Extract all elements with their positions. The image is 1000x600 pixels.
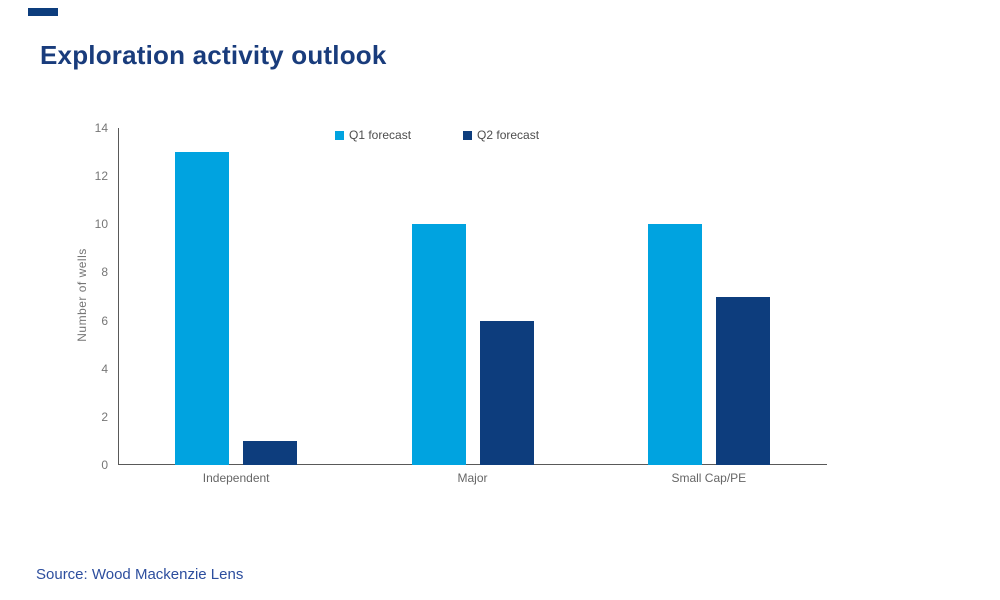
y-tick-label: 14 bbox=[94, 121, 108, 135]
legend-label: Q1 forecast bbox=[349, 128, 412, 142]
x-category-label: Small Cap/PE bbox=[671, 471, 747, 485]
bar-q2-small-cap-pe bbox=[715, 296, 770, 465]
legend-item-q1: Q1 forecast bbox=[335, 128, 411, 142]
y-axis-title: Number of wells bbox=[75, 248, 89, 342]
bar-q2-major bbox=[479, 320, 534, 465]
brand-accent-dash bbox=[28, 8, 58, 16]
legend-swatch-icon bbox=[335, 130, 344, 140]
y-tick-label: 8 bbox=[101, 265, 108, 280]
x-category-label: Major bbox=[457, 471, 488, 485]
legend-swatch-icon bbox=[463, 130, 473, 140]
y-tick-label: 6 bbox=[101, 313, 108, 328]
plot-area bbox=[118, 128, 827, 465]
y-tick-label: 12 bbox=[94, 169, 108, 184]
page-title: Exploration activity outlook bbox=[40, 40, 387, 70]
legend-label: Q2 forecast bbox=[477, 128, 540, 142]
y-tick-label: 0 bbox=[101, 458, 108, 472]
legend-item-q2: Q2 forecast bbox=[463, 128, 539, 142]
bar-q2-independent bbox=[243, 440, 298, 465]
source-attribution: Source: Wood Mackenzie Lens bbox=[36, 566, 244, 583]
bar-q1-small-cap-pe bbox=[647, 224, 702, 465]
bar-q1-major bbox=[411, 224, 466, 465]
chart-legend: Q1 forecast Q2 forecast bbox=[335, 128, 539, 142]
x-category-label: Independent bbox=[202, 471, 270, 485]
bar-q1-independent bbox=[175, 152, 230, 465]
y-tick-label: 4 bbox=[101, 361, 108, 376]
y-tick-label: 10 bbox=[94, 217, 108, 232]
y-tick-label: 2 bbox=[101, 409, 108, 424]
